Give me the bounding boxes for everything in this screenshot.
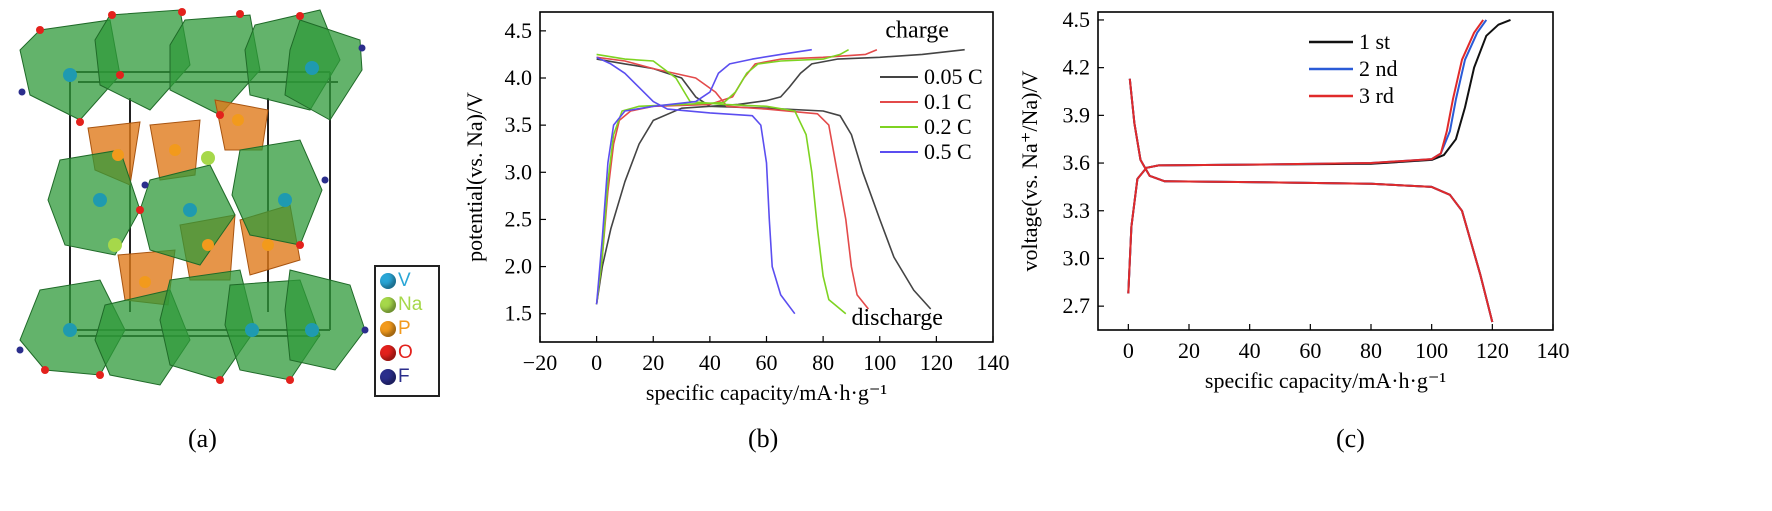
x-tick-label: 80 xyxy=(812,350,834,375)
atom-legend: V Na P O F xyxy=(374,265,440,397)
series-line-discharge xyxy=(1128,78,1494,323)
atom-symbol: F xyxy=(398,366,410,387)
x-tick-label: −20 xyxy=(523,350,557,375)
x-tick-label: 0 xyxy=(591,350,602,375)
x-axis-label: specific capacity/mA·h·g⁻¹ xyxy=(646,380,887,405)
series-line-discharge xyxy=(1128,78,1494,323)
panel-b-label: (b) xyxy=(748,424,779,453)
x-tick-label: 60 xyxy=(1299,338,1321,363)
legend-label: 0.5 C xyxy=(924,139,972,164)
series-line-discharge xyxy=(596,56,870,310)
x-tick-label: 0 xyxy=(1123,338,1134,363)
y-tick-label: 2.7 xyxy=(1063,293,1091,318)
x-tick-label: 40 xyxy=(1239,338,1261,363)
x-tick-label: 80 xyxy=(1360,338,1382,363)
atom-color-swatch xyxy=(380,273,396,289)
series-line-discharge xyxy=(596,56,796,315)
y-tick-label: 4.2 xyxy=(1063,55,1091,80)
y-tick-label: 4.5 xyxy=(1063,7,1091,32)
atom-symbol: Na xyxy=(398,294,423,315)
atom-symbol: V xyxy=(398,270,411,291)
y-tick-label: 3.0 xyxy=(505,159,533,184)
x-tick-label: 100 xyxy=(1415,338,1448,363)
y-tick-label: 2.5 xyxy=(505,206,533,231)
y-tick-label: 4.5 xyxy=(505,18,533,43)
legend-label: 2 nd xyxy=(1359,56,1398,81)
x-tick-label: 140 xyxy=(977,350,1010,375)
x-axis-label: specific capacity/mA·h·g⁻¹ xyxy=(1205,368,1446,393)
x-tick-label: 40 xyxy=(699,350,721,375)
x-tick-label: 120 xyxy=(920,350,953,375)
panel-c-label: (c) xyxy=(1336,424,1365,453)
panel-a-label: (a) xyxy=(188,424,217,453)
series-line-discharge xyxy=(596,53,847,315)
series-line-charge xyxy=(595,48,965,305)
atom-legend-item: P xyxy=(380,317,438,341)
crystal-structure-image xyxy=(16,8,369,386)
x-tick-label: 140 xyxy=(1537,338,1570,363)
legend-label: 0.05 C xyxy=(924,64,983,89)
series-line-charge xyxy=(1127,19,1485,294)
series-line-charge xyxy=(595,48,812,305)
atom-symbol: O xyxy=(398,342,413,363)
atom-legend-item: V xyxy=(380,269,438,293)
x-tick-label: 120 xyxy=(1476,338,1509,363)
atom-color-swatch xyxy=(380,321,396,337)
series-line-charge xyxy=(595,48,878,305)
y-tick-label: 4.0 xyxy=(505,65,533,90)
y-tick-label: 3.9 xyxy=(1063,102,1091,127)
plot-frame xyxy=(1097,11,1554,331)
y-tick-label: 3.0 xyxy=(1063,245,1091,270)
legend-label: 3 rd xyxy=(1359,83,1394,108)
x-tick-label: 20 xyxy=(1178,338,1200,363)
atom-legend-item: Na xyxy=(380,293,438,317)
series-line-discharge xyxy=(596,58,932,310)
atom-legend-item: F xyxy=(380,365,438,389)
legend-label: 0.1 C xyxy=(924,89,972,114)
legend-label: 0.2 C xyxy=(924,114,972,139)
y-axis-label: potential(vs. Na)/V xyxy=(462,92,487,262)
y-tick-label: 3.3 xyxy=(1063,198,1091,223)
chart-c: 0 20 40 60 80 100 120 140 2.7 3.0 3.3 3.6 3.9 4.2 4.5 s… xyxy=(1017,7,1570,393)
series-line-discharge xyxy=(1128,78,1494,323)
y-tick-label: 3.6 xyxy=(1063,150,1091,175)
atom-symbol: P xyxy=(398,318,411,339)
y-axis-label: voltage(vs. Na⁺/Na)/V xyxy=(1017,70,1042,271)
atom-color-swatch xyxy=(380,369,396,385)
x-tick-label: 60 xyxy=(756,350,778,375)
y-tick-label: 1.5 xyxy=(505,301,533,326)
x-tick-label: 100 xyxy=(863,350,896,375)
annotation-discharge: discharge xyxy=(851,305,943,331)
chart-b: −20 0 20 40 60 80 100 120 140 1.5 2.0 2.5 3.0 3.5 4.0 4… xyxy=(462,11,1010,405)
atom-legend-item: O xyxy=(380,341,438,365)
atom-color-swatch xyxy=(380,345,396,361)
series-line-charge xyxy=(1127,19,1488,294)
x-tick-label: 20 xyxy=(642,350,664,375)
y-tick-label: 2.0 xyxy=(505,254,533,279)
series-line-charge xyxy=(595,48,849,305)
atom-color-swatch xyxy=(380,297,396,313)
legend-label: 1 st xyxy=(1359,29,1390,54)
series-line-charge xyxy=(1127,18,1511,294)
annotation-charge: charge xyxy=(885,17,949,43)
y-tick-label: 3.5 xyxy=(505,112,533,137)
